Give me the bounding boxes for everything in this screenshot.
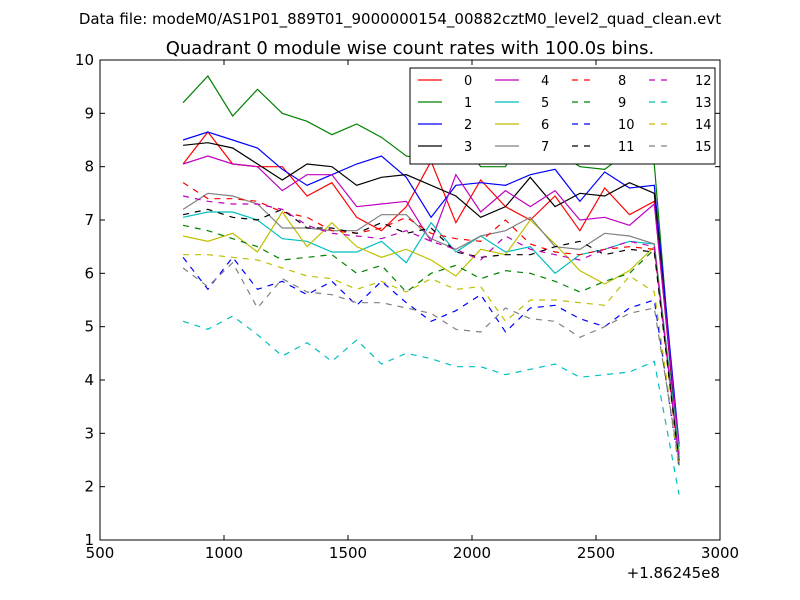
- legend-label-2: 2: [464, 118, 472, 133]
- legend-label-9: 9: [618, 96, 626, 111]
- series-line-13: [182, 315, 680, 495]
- y-tick-label: 2: [84, 478, 94, 496]
- series-line-5: [182, 211, 680, 453]
- y-tick-label: 7: [84, 211, 94, 229]
- legend-label-4: 4: [541, 74, 549, 89]
- y-tick-label: 10: [75, 51, 94, 69]
- y-tick-label: 4: [84, 371, 94, 389]
- x-tick-label: 1500: [329, 544, 367, 562]
- x-tick-label: 2000: [453, 544, 491, 562]
- x-tick-label: 2500: [577, 544, 615, 562]
- x-tick-label: 500: [86, 544, 115, 562]
- x-axis-offset-label: +1.86245e8: [627, 564, 720, 582]
- legend-label-14: 14: [695, 118, 712, 133]
- x-tick-label: 3000: [701, 544, 739, 562]
- y-tick-label: 3: [84, 424, 94, 442]
- legend-label-3: 3: [464, 140, 472, 155]
- legend-label-15: 15: [695, 140, 712, 155]
- legend-label-0: 0: [464, 74, 472, 89]
- legend-label-13: 13: [695, 96, 712, 111]
- legend-label-8: 8: [618, 74, 626, 89]
- series-line-7: [182, 192, 680, 461]
- legend-label-6: 6: [541, 118, 549, 133]
- chart-title: Quadrant 0 module wise count rates with …: [166, 38, 655, 59]
- legend-label-1: 1: [464, 96, 472, 111]
- series-line-2: [182, 131, 680, 445]
- legend-label-10: 10: [618, 118, 635, 133]
- plot-frame: [99, 59, 721, 541]
- x-tick-label: 1000: [205, 544, 243, 562]
- y-tick-label: 5: [84, 318, 94, 336]
- series-line-6: [182, 210, 680, 458]
- series-line-3: [183, 142, 680, 458]
- series-line-11: [182, 208, 680, 463]
- series-line-8: [182, 182, 680, 466]
- chart-suptitle: Data file: modeM0/AS1P01_889T01_90000001…: [79, 10, 721, 29]
- legend-label-11: 11: [618, 140, 635, 155]
- series-line-9: [182, 224, 680, 461]
- series-line-10: [182, 256, 680, 469]
- legend-label-12: 12: [695, 74, 712, 89]
- y-tick-label: 6: [84, 264, 94, 282]
- y-tick-label: 8: [84, 158, 94, 176]
- legend-label-7: 7: [541, 140, 549, 155]
- y-tick-label: 1: [84, 531, 94, 549]
- legend-box: [409, 67, 716, 165]
- y-tick-label: 9: [84, 104, 94, 122]
- legend-label-5: 5: [541, 96, 549, 111]
- series-line-4: [182, 155, 680, 447]
